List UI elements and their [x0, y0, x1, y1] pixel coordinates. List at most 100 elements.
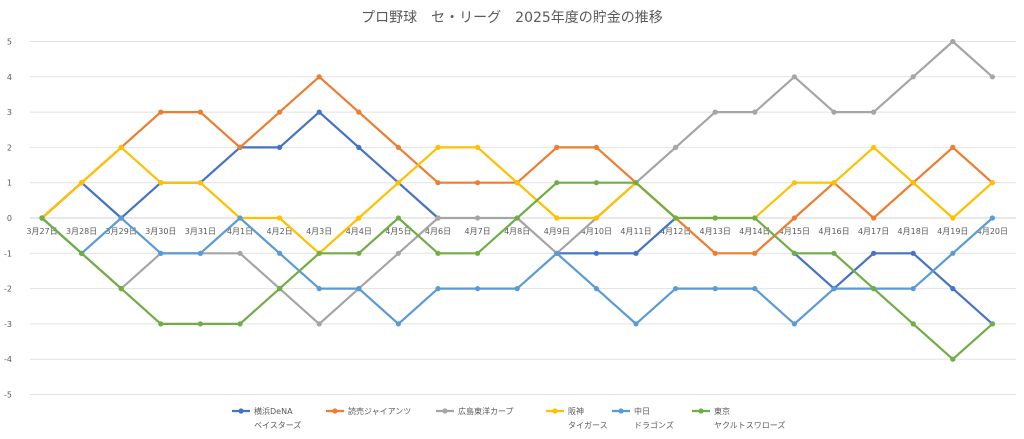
- data-point: [395, 250, 401, 256]
- series-line: [793, 252, 994, 325]
- data-point: [316, 250, 322, 256]
- data-point: [989, 74, 996, 80]
- data-point: [277, 109, 283, 115]
- data-point: [118, 286, 124, 292]
- data-point: [950, 356, 956, 362]
- data-point: [593, 286, 600, 292]
- data-point: [950, 215, 956, 221]
- data-point: [791, 215, 798, 221]
- data-point: [791, 250, 798, 256]
- x-tick-label: 4月10日: [581, 227, 612, 236]
- data-point: [712, 250, 718, 256]
- data-point: [39, 215, 45, 221]
- data-point: [118, 144, 124, 150]
- data-point: [237, 250, 243, 256]
- legend-item-1: 読売ジャイアンツ: [326, 406, 411, 416]
- data-point: [593, 215, 600, 221]
- data-point: [989, 215, 996, 221]
- x-tick-label: 4月7日: [465, 227, 491, 236]
- data-point: [752, 286, 758, 292]
- data-point: [277, 250, 283, 256]
- y-tick-label: 4: [7, 73, 12, 82]
- data-point: [752, 250, 758, 256]
- series-3: [39, 144, 996, 256]
- data-point: [197, 109, 203, 115]
- y-tick-label: 0: [7, 214, 12, 223]
- data-point: [475, 286, 481, 292]
- data-point: [316, 109, 322, 115]
- x-tick-label: 3月30日: [145, 227, 176, 236]
- data-point: [475, 215, 481, 221]
- legend-label: 中日: [634, 406, 650, 416]
- data-point: [395, 144, 401, 150]
- data-point: [633, 321, 639, 327]
- data-point: [554, 180, 560, 186]
- data-point: [910, 180, 916, 186]
- data-point: [910, 321, 916, 327]
- data-point: [831, 250, 837, 256]
- data-point: [831, 286, 837, 292]
- data-point: [356, 286, 362, 292]
- x-tick-label: 3月27日: [26, 227, 57, 236]
- data-point: [316, 74, 322, 80]
- x-tick-label: 3月29日: [106, 227, 137, 236]
- x-tick-label: 4月12日: [660, 227, 691, 236]
- data-point: [118, 215, 124, 221]
- data-point: [712, 286, 718, 292]
- x-tick-label: 4月13日: [700, 227, 731, 236]
- x-tick-label: 4月18日: [898, 227, 929, 236]
- data-point: [158, 321, 164, 327]
- y-tick-label: 2: [7, 143, 12, 152]
- data-point: [554, 250, 560, 256]
- data-point: [514, 286, 520, 292]
- legend-item-0: 横浜DeNA ベイスターズ: [232, 406, 301, 430]
- data-point: [395, 215, 401, 221]
- data-point: [79, 250, 85, 256]
- data-point: [950, 144, 956, 150]
- data-point: [475, 180, 481, 186]
- data-point: [237, 144, 243, 150]
- series-line: [41, 181, 994, 361]
- data-point: [752, 215, 758, 221]
- series-line: [556, 217, 677, 255]
- data-point: [950, 38, 956, 45]
- legend-swatch-marker: [698, 408, 704, 414]
- legend-label: 横浜DeNA: [254, 406, 293, 416]
- data-point: [316, 286, 322, 292]
- data-point: [910, 250, 916, 256]
- data-point: [752, 109, 758, 115]
- data-point: [514, 180, 520, 186]
- data-point: [950, 250, 956, 256]
- data-point: [435, 215, 441, 221]
- data-point: [79, 180, 85, 186]
- x-tick-label: 3月31日: [185, 227, 216, 236]
- y-tick-label: 5: [7, 38, 12, 47]
- data-point: [395, 321, 401, 327]
- data-point: [910, 74, 916, 80]
- x-tick-label: 4月4日: [346, 227, 372, 236]
- data-point: [237, 321, 243, 327]
- data-point: [237, 215, 243, 221]
- y-tick-label: -5: [4, 391, 12, 400]
- data-point: [158, 109, 164, 115]
- x-tick-label: 4月20日: [977, 227, 1008, 236]
- x-tick-label: 4月9日: [544, 227, 570, 236]
- legend-label: 阪神: [568, 406, 584, 416]
- data-point: [435, 250, 441, 256]
- data-point: [871, 144, 877, 150]
- data-point: [514, 215, 520, 221]
- x-tick-label: 4月1日: [227, 227, 253, 236]
- grid: [30, 41, 1016, 395]
- data-point: [633, 250, 639, 256]
- x-tick-label: 4月5日: [385, 227, 411, 236]
- data-point: [197, 321, 203, 327]
- data-point: [871, 250, 877, 256]
- data-point: [910, 286, 916, 292]
- data-point: [435, 180, 441, 186]
- data-point: [593, 144, 600, 150]
- y-tick-label: -4: [4, 355, 12, 364]
- x-tick-label: 4月15日: [779, 227, 810, 236]
- data-point: [791, 321, 798, 327]
- y-tick-label: 3: [7, 108, 12, 117]
